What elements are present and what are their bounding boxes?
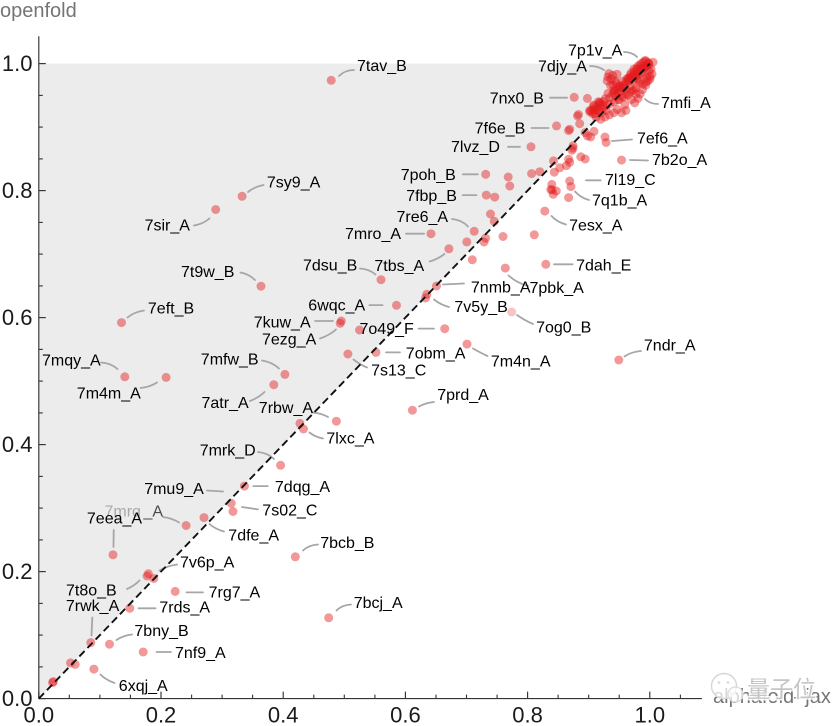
svg-text:7nf9_A: 7nf9_A [175, 645, 226, 662]
svg-text:7s13_C: 7s13_C [371, 363, 426, 380]
svg-text:_A: _A [143, 504, 164, 521]
svg-text:7b2o_A: 7b2o_A [652, 152, 707, 169]
svg-text:7bcj_A: 7bcj_A [354, 595, 403, 612]
svg-text:量子位: 量子位 [747, 676, 816, 702]
svg-text:6wqc_A: 6wqc_A [308, 298, 365, 315]
svg-text:7pbk_A: 7pbk_A [530, 280, 585, 297]
svg-text:7v6p_A: 7v6p_A [180, 555, 235, 572]
svg-text:7t8o_B: 7t8o_B [66, 583, 117, 600]
svg-text:7eea_A: 7eea_A [87, 511, 142, 528]
svg-text:7mqy_A: 7mqy_A [42, 353, 101, 370]
svg-text:0.4: 0.4 [2, 432, 33, 457]
svg-text:7m4n_A: 7m4n_A [491, 354, 551, 371]
svg-text:7prd_A: 7prd_A [437, 387, 489, 404]
svg-text:7mu9_A: 7mu9_A [144, 481, 204, 498]
svg-text:7p1v_A: 7p1v_A [568, 43, 623, 60]
svg-text:7rds_A: 7rds_A [159, 600, 210, 617]
svg-text:0.0: 0.0 [24, 703, 55, 726]
svg-text:1.0: 1.0 [635, 703, 666, 726]
svg-text:7ndr_A: 7ndr_A [644, 338, 696, 355]
svg-text:7bny_B: 7bny_B [134, 623, 188, 640]
svg-text:7m4m_A: 7m4m_A [77, 386, 141, 403]
svg-text:7mrq: 7mrq [105, 504, 141, 521]
svg-text:0.2: 0.2 [146, 703, 177, 726]
svg-text:7s02_C: 7s02_C [262, 503, 317, 520]
svg-text:7poh_B: 7poh_B [401, 167, 456, 184]
svg-text:7sy9_A: 7sy9_A [267, 175, 321, 192]
svg-text:7sir_A: 7sir_A [145, 218, 191, 235]
svg-text:7o49_F: 7o49_F [360, 321, 414, 338]
svg-text:0.8: 0.8 [512, 703, 543, 726]
svg-text:7t9w_B: 7t9w_B [181, 264, 234, 281]
svg-text:7dah_E: 7dah_E [576, 258, 631, 275]
svg-text:7kuw_A: 7kuw_A [254, 315, 311, 332]
svg-text:7ef6_A: 7ef6_A [637, 131, 688, 148]
svg-text:0.6: 0.6 [2, 305, 33, 330]
svg-text:7rbw_A: 7rbw_A [259, 400, 314, 417]
svg-text:7f6e_B: 7f6e_B [475, 121, 526, 138]
svg-text:7l19_C: 7l19_C [605, 172, 656, 189]
svg-text:7nx0_B: 7nx0_B [490, 91, 544, 108]
svg-text:7esx_A: 7esx_A [569, 218, 623, 235]
svg-text:7mrk_D: 7mrk_D [200, 443, 256, 460]
svg-text:7re6_A: 7re6_A [397, 209, 449, 226]
svg-text:7mfi_A: 7mfi_A [661, 95, 711, 112]
svg-text:7bcb_B: 7bcb_B [320, 535, 374, 552]
svg-text:7lvz_D: 7lvz_D [451, 139, 500, 156]
svg-text:7obm_A: 7obm_A [406, 346, 466, 363]
svg-text:0.4: 0.4 [268, 703, 299, 726]
svg-text:0.2: 0.2 [2, 559, 33, 584]
svg-text:7dfe_A: 7dfe_A [228, 528, 279, 545]
svg-text:0.8: 0.8 [2, 178, 33, 203]
svg-text:7tav_B: 7tav_B [357, 58, 407, 75]
svg-text:7nmb_A: 7nmb_A [471, 280, 531, 297]
svg-text:7og0_B: 7og0_B [536, 320, 591, 337]
svg-text:7lxc_A: 7lxc_A [326, 431, 374, 448]
svg-text:7rg7_A: 7rg7_A [209, 585, 261, 602]
svg-text:7mro_A: 7mro_A [345, 226, 401, 243]
svg-text:openfold: openfold [0, 0, 77, 22]
svg-text:7tbs_A: 7tbs_A [374, 258, 424, 275]
svg-text:7v5y_B: 7v5y_B [454, 299, 507, 316]
svg-text:7eft_B: 7eft_B [148, 301, 194, 318]
svg-text:7dqg_A: 7dqg_A [275, 479, 330, 496]
svg-text:7atr_A: 7atr_A [202, 395, 249, 412]
svg-text:量子位: 量子位 [747, 676, 816, 702]
svg-text:7fbp_B: 7fbp_B [406, 188, 457, 205]
svg-text:7djy_A: 7djy_A [538, 59, 587, 76]
svg-text:7dsu_B: 7dsu_B [303, 258, 357, 275]
svg-text:1.0: 1.0 [2, 51, 33, 76]
svg-text:7rwk_A: 7rwk_A [66, 598, 120, 615]
svg-text:0.0: 0.0 [2, 686, 33, 711]
svg-text:7q1b_A: 7q1b_A [592, 193, 647, 210]
svg-text:0.6: 0.6 [390, 703, 421, 726]
svg-text:7ezg_A: 7ezg_A [262, 332, 317, 349]
svg-text:6xqj_A: 6xqj_A [119, 678, 168, 695]
svg-text:7mfw_B: 7mfw_B [201, 352, 259, 369]
